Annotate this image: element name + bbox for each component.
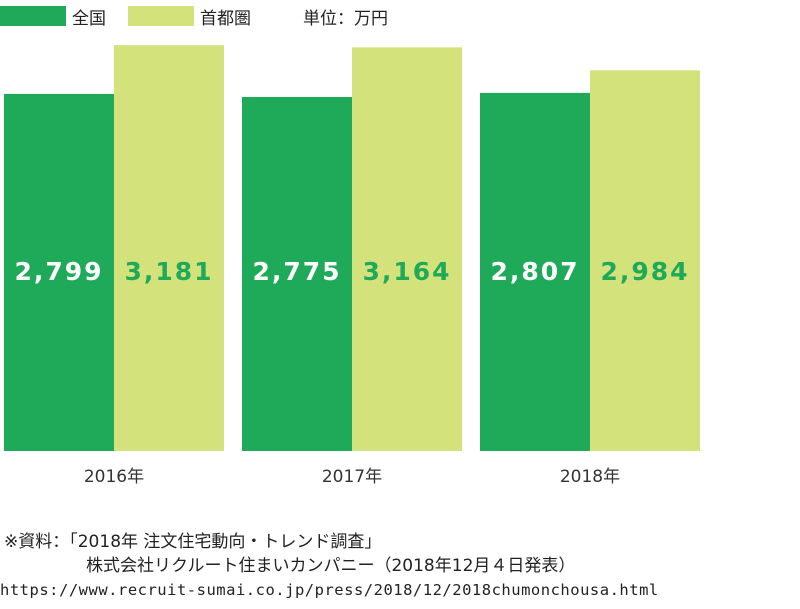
data-label-national-0: 2,799: [14, 257, 103, 286]
data-label-national-1: 2,775: [252, 257, 341, 286]
source-url: https://www.recruit-sumai.co.jp/press/20…: [0, 581, 659, 599]
legend-swatch-national: [0, 6, 66, 26]
legend: 全国 首都圏 単位：万円: [0, 4, 388, 29]
data-label-metro-0: 3,181: [124, 257, 213, 286]
category-label-2: 2018年: [560, 467, 620, 487]
legend-label-national: 全国: [72, 8, 106, 29]
data-label-national-2: 2,807: [490, 257, 579, 286]
bar-national-2: [480, 92, 590, 452]
legend-swatch-metro: [128, 6, 194, 26]
data-label-metro-2: 2,984: [600, 257, 689, 286]
legend-item-metro: 首都圏: [128, 4, 251, 29]
bar-chart: 2,799 3,181 2016年 2,775 3,164 2017年 2,807 2,984…: [4, 45, 700, 487]
legend-item-national: 全国: [0, 4, 106, 29]
legend-label-metro: 首都圏: [200, 8, 251, 29]
source-line-2: 株式会社リクルート住まいカンパニー（2018年12月４日発表）: [86, 556, 576, 576]
data-label-metro-1: 3,164: [362, 257, 451, 286]
bar-metro-2: [590, 70, 700, 452]
bar-national-0: [4, 93, 114, 451]
source-note: ※資料：「2018年 注文住宅動向・トレンド調査」 株式会社リクルート住まいカン…: [0, 530, 659, 602]
unit-label: 単位：万円: [303, 8, 388, 29]
bar-national-1: [242, 96, 352, 452]
source-line-1: ※資料：「2018年 注文住宅動向・トレンド調査」: [4, 532, 382, 552]
bar-metro-0: [114, 45, 224, 451]
bar-metro-1: [352, 47, 462, 451]
category-label-0: 2016年: [84, 467, 144, 487]
category-label-1: 2017年: [322, 467, 382, 487]
